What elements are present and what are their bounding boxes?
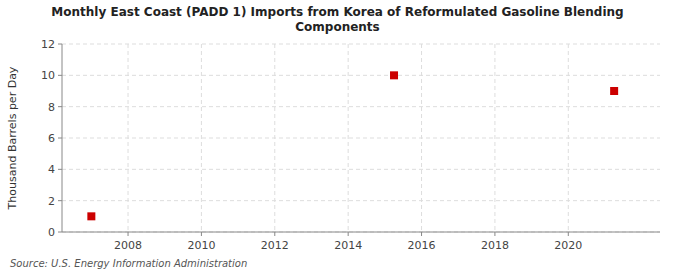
grid-line-x	[494, 44, 495, 232]
tick-y	[58, 232, 62, 233]
grid	[62, 44, 660, 232]
tick-label-x: 2008	[114, 239, 142, 252]
tick-x	[274, 232, 275, 236]
tick-x	[128, 232, 129, 236]
title-line: Monthly East Coast (PADD 1) Imports from…	[51, 5, 623, 19]
tick-label-y: 8	[48, 101, 55, 114]
grid-line-y	[62, 232, 660, 233]
tick-y	[58, 44, 62, 45]
point	[87, 212, 95, 220]
tick-y	[58, 138, 62, 139]
tick-y	[58, 200, 62, 201]
points	[87, 71, 618, 220]
tick-label-y: 12	[41, 38, 55, 51]
tick-y	[58, 75, 62, 76]
tick-label-x: 2014	[334, 239, 362, 252]
title-line: Components	[295, 20, 380, 34]
grid-line-y	[62, 75, 660, 76]
tick-label-y: 0	[48, 226, 55, 239]
tick-x	[568, 232, 569, 236]
grid-line-x	[201, 44, 202, 232]
point	[390, 71, 398, 79]
title: Monthly East Coast (PADD 1) Imports from…	[51, 5, 623, 34]
tick-label-x: 2020	[554, 239, 582, 252]
source: Source: U.S. Energy Information Administ…	[10, 258, 247, 269]
point	[610, 87, 618, 95]
tick-label-y: 10	[41, 69, 55, 82]
tick-x	[348, 232, 349, 236]
grid-line-x	[348, 44, 349, 232]
grid-line-x	[128, 44, 129, 232]
grid-line-x	[568, 44, 569, 232]
grid-line-x	[421, 44, 422, 232]
tick-x	[201, 232, 202, 236]
tick-label-x: 2018	[481, 239, 509, 252]
tick-label-x: 2016	[408, 239, 436, 252]
tick-y	[58, 106, 62, 107]
x-axis	[62, 232, 660, 233]
tick-label-y: 2	[48, 195, 55, 208]
tick-label-x: 2012	[261, 239, 289, 252]
tick-label-x: 2010	[187, 239, 215, 252]
y-axis	[62, 44, 63, 232]
grid-line-y	[62, 106, 660, 107]
y-axis-label: Thousand Barrels per Day	[6, 66, 19, 210]
tick-x	[421, 232, 422, 236]
grid-line-x	[274, 44, 275, 232]
tick-x	[494, 232, 495, 236]
grid-line-y	[62, 138, 660, 139]
grid-line-y	[62, 44, 660, 45]
grid-line-y	[62, 200, 660, 201]
grid-line-y	[62, 169, 660, 170]
chart: Monthly East Coast (PADD 1) Imports from…	[0, 0, 675, 275]
tick-label-y: 6	[48, 132, 55, 145]
tick-y	[58, 169, 62, 170]
tick-label-y: 4	[48, 163, 55, 176]
